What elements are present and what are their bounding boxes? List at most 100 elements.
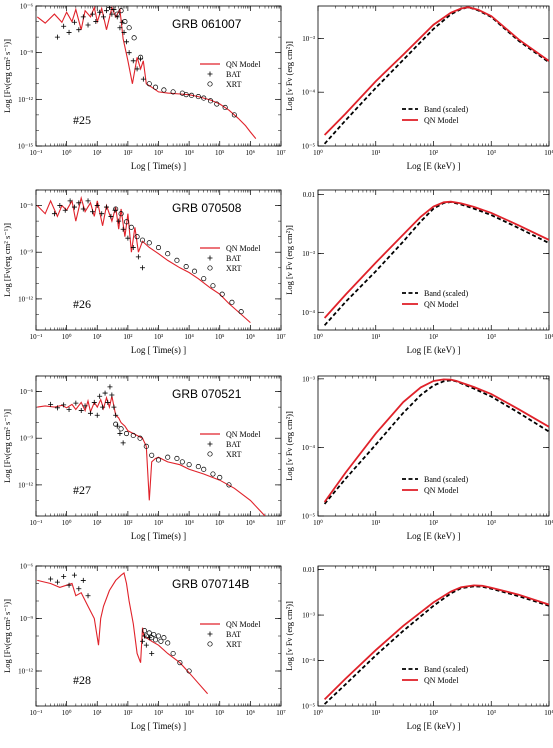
bat-point [139,638,145,644]
legend-model-label: QN Model [226,60,261,69]
xrt-point [195,94,201,100]
bat-point [97,393,103,399]
legend-model-label: QN Model [424,300,459,309]
y-axis-title: Log [ν Fν (erg cm²)] [284,601,294,671]
bat-point [123,39,129,45]
legend-bat-swatch [207,631,213,637]
xrt-point [123,430,130,437]
bat-point [82,403,88,409]
x-tick-label: 10³ [154,149,163,157]
legend-bat-label: BAT [226,70,241,79]
xrt-point [231,112,237,118]
x-axis-title: Log [E (keV) ] [407,721,461,731]
xrt-point [131,35,137,41]
y-tick-label: 10⁻⁹ [20,435,34,443]
xrt-point [143,633,149,639]
bat-point [71,572,77,578]
bat-point [78,408,84,414]
xrt-point [219,291,225,297]
bat-point [90,11,96,17]
qn-model-curve [36,6,257,139]
x-tick-label: 10⁵ [215,333,225,341]
xrt-point [138,54,144,60]
bat-point [114,14,120,20]
xrt-point [109,6,115,11]
xrt-point [214,101,220,107]
band-scaled-curve [323,585,549,705]
xrt-point [130,432,136,439]
y-tick-label: 10⁻¹² [18,481,33,489]
legend-xrt-label: XRT [226,80,242,89]
xrt-point [143,443,149,449]
plot-area [323,200,549,326]
xrt-point [210,471,216,477]
xrt-point [161,87,167,93]
spectrum-panel-1: 10⁰ 10¹ 10² 10³ 10⁴ 10⁻³ 10⁻⁴ 10⁻⁵ Log [E (keV) … [284,5,553,171]
x-tick-label: 10² [429,519,438,527]
xrt-point [226,482,232,488]
bat-point [54,579,60,585]
bat-point [143,642,149,648]
xrt-point [191,268,198,274]
xrt-point [165,251,171,257]
bat-point [112,207,118,213]
xrt-point [113,421,119,427]
xrt-point [149,452,155,458]
x-tick-label: 10⁰ [313,149,323,157]
xrt-point [137,435,143,441]
legend-bat-label: BAT [226,440,241,449]
legend-band-label: Band (scaled) [424,105,469,114]
bat-point [76,200,82,206]
plot-area [323,584,549,705]
bat-point [109,392,115,398]
xrt-point [186,462,192,468]
bat-point [76,586,82,592]
y-tick-label: 10⁻³ [302,612,315,620]
x-tick-label: 10⁶ [246,149,256,157]
grb-name: GRB 070508 [172,201,242,215]
x-axis-title: Log [ Time(s) ] [131,721,186,731]
x-tick-label: 10³ [154,709,163,717]
bat-point [120,440,126,446]
bat-point [111,404,117,410]
bat-point [51,211,57,217]
qn-model-curve [323,584,549,701]
x-tick-label: 10¹ [93,519,102,527]
qn-model-curve [323,200,549,319]
xrt-point [146,81,152,87]
x-tick-label: 10⁰ [62,333,72,341]
x-tick-label: 10⁴ [544,519,553,527]
legend-model-label: QN Model [424,116,459,125]
plot-frame [317,189,550,331]
x-tick-label: 10³ [487,519,496,527]
xrt-point [195,464,201,470]
xrt-point [217,474,223,481]
xrt-point [114,11,120,17]
bat-point [85,22,91,28]
bat-point [119,19,125,25]
xrt-point [123,219,130,225]
legend-bat-label: BAT [226,254,241,263]
x-tick-label: 10² [123,333,132,341]
x-tick-label: 10⁶ [246,519,256,527]
bat-point [94,412,100,418]
bat-point [113,412,119,418]
xrt-point [139,237,146,243]
legend-model-label: QN Model [424,676,459,685]
bat-point [101,14,107,20]
bat-point [48,576,54,582]
x-tick-label: 10² [429,709,438,717]
plot-area [323,6,549,145]
legend-bat-swatch [207,71,213,77]
xrt-point [170,650,176,657]
bat-point [103,8,109,14]
x-tick-label: 10⁻¹ [30,149,43,157]
bat-point [125,235,131,241]
y-tick-label: 10⁻⁶ [20,563,34,571]
bat-point [121,29,127,35]
x-axis-title: Log [ Time(s) ] [131,345,186,355]
x-tick-label: 10⁻¹ [30,333,43,341]
legend-xrt-swatch [207,641,213,647]
bat-point [102,390,108,396]
bat-point [62,207,68,213]
